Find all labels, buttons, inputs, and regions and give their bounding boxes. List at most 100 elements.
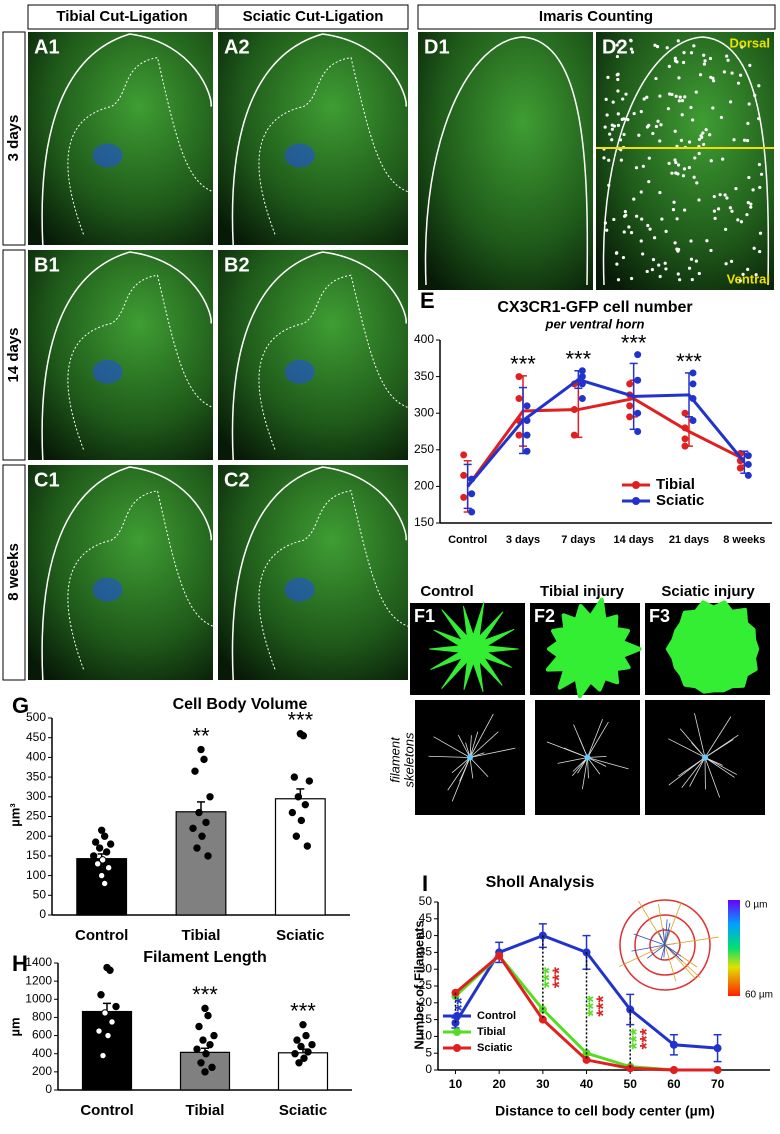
micrograph: [418, 32, 593, 290]
gray-matter-outline: [41, 251, 212, 461]
cell-dot: [619, 158, 623, 162]
y-tick-label: 1000: [25, 991, 52, 1005]
cell-dot: [658, 190, 662, 195]
header: Tibial Cut-Ligation: [56, 8, 187, 25]
cell-dot: [721, 157, 725, 161]
cell-dot: [724, 227, 728, 231]
data-point: [681, 409, 689, 417]
y-tick-label: 400: [414, 332, 434, 346]
y-tick-label: 250: [26, 809, 46, 823]
legend-label: Sciatic: [656, 492, 704, 509]
cell-dot: [719, 115, 724, 120]
cell-dot: [682, 50, 686, 55]
panel-label: B1: [34, 254, 60, 276]
data-point: [291, 1050, 299, 1058]
data-point: [308, 1040, 316, 1049]
motor-pool: [92, 143, 123, 168]
y-tick-label: 450: [26, 730, 46, 744]
sholl-branch: [664, 944, 677, 982]
x-tick-label: Sciatic: [276, 927, 324, 944]
data-point: [468, 508, 476, 516]
y-tick-label: 300: [414, 405, 434, 419]
f-title: Control: [420, 583, 473, 600]
cell-dot: [674, 160, 678, 165]
cell-dot: [739, 73, 743, 77]
motor-pool: [284, 359, 315, 384]
cell-dot: [641, 164, 645, 168]
data-point: [108, 1018, 116, 1026]
cell-dot: [683, 208, 687, 212]
skeleton-label: skeletons: [401, 732, 416, 787]
cell-dot: [718, 193, 722, 197]
skeleton-branch: [447, 757, 471, 791]
data-point: [198, 832, 206, 840]
data-point: [634, 409, 642, 417]
cell-dot: [629, 231, 634, 235]
skeleton-branch: [469, 731, 479, 758]
gray-matter-outline: [41, 33, 212, 246]
data-point: [206, 793, 214, 801]
significance: ***: [510, 352, 536, 377]
y-tick-label: 800: [32, 1010, 52, 1024]
cell-dot: [681, 174, 686, 178]
bar: [76, 858, 128, 916]
sholl-branch: [664, 901, 682, 946]
skeleton-branch: [469, 757, 489, 778]
cell-dot: [674, 94, 678, 98]
legend-marker: [453, 1044, 461, 1052]
data-point: [468, 490, 476, 498]
cell-dot: [679, 138, 684, 142]
cell-dot: [674, 171, 678, 175]
cell-dot: [658, 139, 662, 143]
gray-matter-outline: [231, 466, 407, 681]
cell-dot: [672, 200, 676, 204]
cell-dot: [697, 151, 701, 156]
skeleton-branch: [572, 757, 588, 777]
x-tick-label: 70: [711, 1077, 725, 1091]
cell-dot: [713, 216, 717, 221]
cell-dot: [603, 221, 607, 225]
motor-pool: [284, 577, 315, 602]
x-tick-label: 7 days: [561, 534, 595, 546]
soma: [584, 754, 591, 761]
skeleton-branch: [681, 757, 706, 788]
skeleton-branch: [578, 737, 588, 758]
data-point: [191, 767, 199, 775]
x-tick-label: 10: [449, 1077, 463, 1091]
cell-dot: [682, 167, 687, 171]
cell-dot: [655, 45, 660, 49]
sholl-ring: [634, 914, 696, 976]
panel-label: A1: [34, 36, 60, 58]
data-point: [515, 395, 523, 403]
sholl-branch: [664, 919, 668, 946]
data-point: [104, 864, 113, 872]
legend-label: Sciatic: [477, 1042, 512, 1054]
ventral-horn-outline: [67, 56, 214, 235]
data-point: [99, 1051, 107, 1060]
panel-label: F2: [534, 606, 555, 626]
dorsal-label: Dorsal: [730, 35, 770, 50]
x-tick-label: Control: [75, 927, 128, 944]
legend-marker: [632, 497, 640, 505]
panel-label: D2: [602, 36, 628, 58]
cell-dot: [630, 276, 634, 281]
significance: ***: [637, 1028, 657, 1049]
data-point: [295, 1059, 303, 1067]
marker: [713, 1066, 722, 1074]
cell-dot: [615, 54, 620, 59]
cell-dot: [671, 208, 676, 212]
data-point: [460, 493, 468, 501]
y-tick-label: 300: [26, 789, 46, 803]
skeleton-branch: [459, 757, 471, 782]
legend-label: Tibial: [656, 476, 695, 493]
data-point: [89, 852, 98, 860]
series-line: [466, 396, 746, 488]
micrograph: [28, 250, 213, 460]
data-point: [744, 452, 752, 460]
skeleton-branch: [704, 757, 738, 775]
significance: ***: [627, 1028, 647, 1049]
motor-pool: [92, 577, 123, 602]
cell-dot: [615, 73, 619, 77]
cell-dot: [683, 95, 687, 99]
bar: [81, 1010, 133, 1091]
